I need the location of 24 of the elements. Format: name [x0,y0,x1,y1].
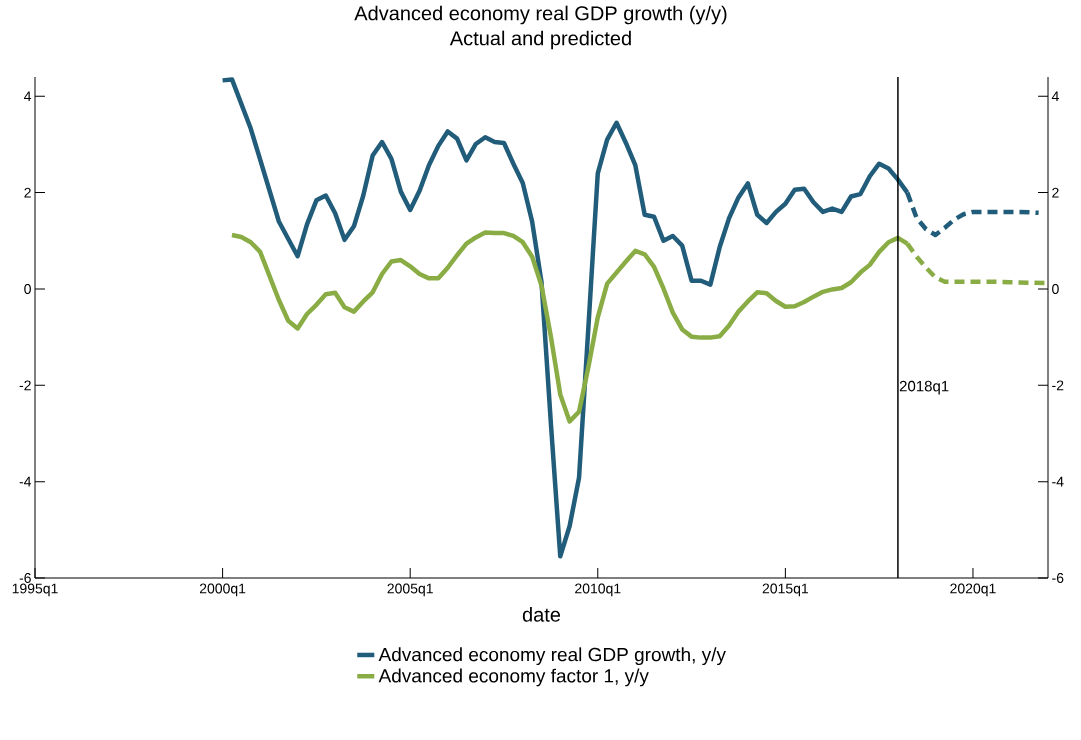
x-tick-label: 2010q1 [575,583,621,597]
y-tick-label: -4 [19,476,32,487]
chart-subtitle: Actual and predicted [449,30,631,50]
y-tick-label: -6 [19,573,31,583]
y2-tick-label: -6 [1052,573,1064,583]
x-tick-label: 1995q1 [12,583,58,597]
y2-tick-label: 4 [1051,91,1059,102]
x-axis-title: date [522,607,561,622]
y2-tick-label: -2 [1052,380,1064,391]
legend-label: Advanced economy real GDP growth, y/y [378,647,726,666]
y2-tick-label: -4 [1052,476,1064,487]
y-tick-label: 0 [24,283,31,294]
x-tick-label: 2000q1 [199,583,246,597]
y2-tick-label: 2 [1052,187,1059,198]
y-tick-label: 4 [24,91,32,102]
legend-label: Advanced economy factor 1, y/y [378,668,649,687]
y2-tick-label: 0 [1052,283,1059,294]
y-tick-label: -2 [19,380,31,391]
x-tick-label: 2020q1 [950,583,996,597]
x-tick-label: 2015q1 [762,583,809,597]
x-tick-label: 2005q1 [387,583,433,597]
ref-line-label: 2018q1 [899,380,949,395]
chart-title: Advanced economy real GDP growth (y/y) [354,5,727,25]
y-tick-label: 2 [24,187,31,198]
